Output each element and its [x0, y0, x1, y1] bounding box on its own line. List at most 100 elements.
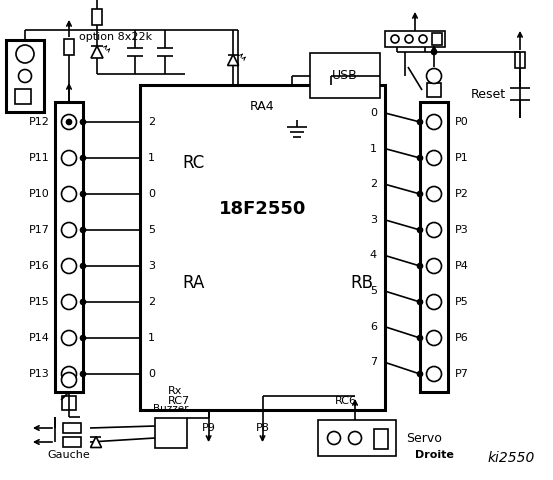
- Circle shape: [81, 192, 86, 196]
- Circle shape: [61, 223, 76, 238]
- Bar: [432, 33, 442, 45]
- Bar: [92, 9, 102, 25]
- Bar: [310, 53, 380, 98]
- Text: 1: 1: [148, 333, 155, 343]
- Bar: [15, 89, 31, 104]
- Bar: [63, 423, 81, 433]
- Text: RA4: RA4: [250, 100, 275, 113]
- Circle shape: [61, 115, 76, 130]
- Text: Rx: Rx: [168, 386, 182, 396]
- Text: Buzzer: Buzzer: [153, 404, 189, 414]
- Circle shape: [61, 259, 76, 274]
- Text: RC6: RC6: [335, 396, 357, 406]
- Text: P12: P12: [29, 117, 50, 127]
- Text: P14: P14: [29, 333, 50, 343]
- Bar: [318, 420, 396, 456]
- Text: P13: P13: [29, 369, 50, 379]
- Circle shape: [431, 49, 436, 55]
- Text: 2: 2: [370, 179, 377, 189]
- Circle shape: [426, 187, 441, 202]
- Circle shape: [418, 264, 422, 268]
- Bar: [515, 52, 525, 68]
- Polygon shape: [91, 46, 103, 58]
- Circle shape: [16, 45, 34, 63]
- Circle shape: [418, 228, 422, 232]
- Text: 0: 0: [148, 369, 155, 379]
- Circle shape: [418, 156, 422, 160]
- Text: 1: 1: [148, 153, 155, 163]
- Text: 0: 0: [148, 189, 155, 199]
- Circle shape: [18, 70, 32, 83]
- Text: P4: P4: [455, 261, 469, 271]
- Bar: [374, 429, 388, 449]
- Text: 1: 1: [370, 144, 377, 154]
- Circle shape: [418, 192, 422, 196]
- Text: 7: 7: [370, 358, 377, 367]
- Text: option 8x22k: option 8x22k: [79, 32, 152, 42]
- Text: 4: 4: [370, 251, 377, 261]
- Text: P8: P8: [255, 423, 269, 433]
- Circle shape: [81, 228, 86, 232]
- Circle shape: [61, 372, 76, 387]
- Text: P10: P10: [29, 189, 50, 199]
- Text: USB: USB: [332, 69, 358, 82]
- Circle shape: [426, 295, 441, 310]
- Bar: [62, 396, 76, 410]
- Text: 6: 6: [370, 322, 377, 332]
- Circle shape: [327, 432, 341, 444]
- Circle shape: [418, 372, 422, 376]
- Circle shape: [426, 223, 441, 238]
- Text: RA: RA: [182, 274, 205, 292]
- Text: Gauche: Gauche: [48, 450, 90, 460]
- Text: RB: RB: [350, 274, 373, 292]
- Text: P5: P5: [455, 297, 469, 307]
- Circle shape: [426, 115, 441, 130]
- Circle shape: [391, 35, 399, 43]
- Bar: [6, 40, 44, 112]
- Text: P16: P16: [29, 261, 50, 271]
- Circle shape: [61, 151, 76, 166]
- Circle shape: [61, 331, 76, 346]
- Circle shape: [426, 367, 441, 382]
- Circle shape: [81, 120, 86, 124]
- Circle shape: [348, 432, 362, 444]
- Circle shape: [81, 264, 86, 268]
- Text: Servo: Servo: [406, 432, 442, 444]
- Polygon shape: [228, 55, 238, 65]
- Text: P2: P2: [455, 189, 469, 199]
- Text: P17: P17: [29, 225, 50, 235]
- Text: P15: P15: [29, 297, 50, 307]
- Text: P0: P0: [455, 117, 469, 127]
- Circle shape: [418, 120, 422, 124]
- Circle shape: [81, 336, 86, 340]
- Text: P3: P3: [455, 225, 469, 235]
- Text: 5: 5: [370, 286, 377, 296]
- Bar: [63, 437, 81, 447]
- Circle shape: [81, 156, 86, 160]
- Circle shape: [61, 187, 76, 202]
- Circle shape: [426, 69, 441, 84]
- Polygon shape: [91, 436, 102, 447]
- Circle shape: [61, 367, 76, 382]
- Circle shape: [426, 151, 441, 166]
- Bar: [140, 85, 385, 410]
- Text: 18F2550: 18F2550: [219, 200, 306, 217]
- Bar: [427, 83, 441, 97]
- Text: 2: 2: [148, 297, 155, 307]
- Bar: [155, 418, 187, 448]
- Circle shape: [61, 295, 76, 310]
- Text: Droite: Droite: [415, 450, 453, 460]
- Text: 0: 0: [370, 108, 377, 118]
- Circle shape: [81, 300, 86, 304]
- Circle shape: [418, 300, 422, 304]
- Text: P1: P1: [455, 153, 469, 163]
- Text: Reset: Reset: [471, 87, 506, 100]
- Circle shape: [426, 259, 441, 274]
- Circle shape: [81, 372, 86, 376]
- Text: ki2550: ki2550: [488, 451, 535, 465]
- Text: 3: 3: [370, 215, 377, 225]
- Circle shape: [405, 35, 413, 43]
- Text: 5: 5: [148, 225, 155, 235]
- Text: RC7: RC7: [168, 396, 190, 406]
- Bar: [385, 31, 445, 47]
